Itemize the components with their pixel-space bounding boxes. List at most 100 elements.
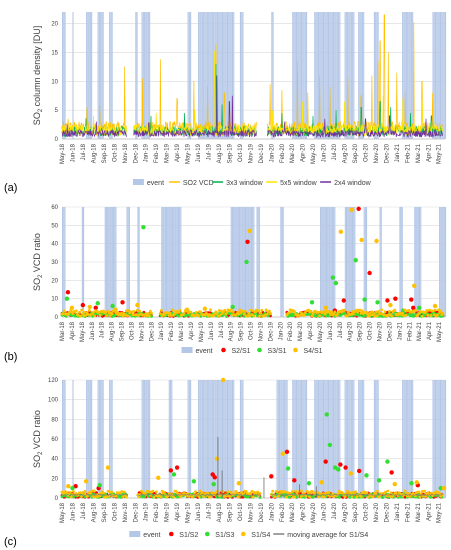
data-point	[353, 257, 358, 263]
x-tick-label: Oct-19	[249, 321, 255, 340]
y-tick-label: 30	[51, 260, 58, 266]
data-point	[110, 490, 113, 494]
event-bands	[62, 12, 447, 139]
legend-label: 5x5 window	[280, 180, 318, 187]
data-point	[388, 309, 391, 313]
event-band	[87, 380, 89, 498]
data-point	[359, 495, 363, 498]
data-point	[269, 474, 274, 479]
event-band	[445, 12, 447, 139]
data-point	[403, 308, 407, 312]
event-band	[231, 207, 233, 317]
event-band	[145, 12, 147, 139]
event-band	[230, 380, 232, 498]
data-point	[173, 312, 176, 316]
event-band	[215, 380, 217, 498]
event-band	[404, 380, 406, 498]
data-point	[329, 312, 332, 316]
data-point	[389, 470, 394, 475]
event-band	[237, 207, 239, 317]
event-band	[433, 12, 435, 139]
event-band	[198, 12, 200, 139]
data-point	[229, 490, 233, 494]
x-tick-label: Feb-21	[405, 143, 411, 163]
x-tick-label: Dec-19	[259, 502, 265, 522]
event-band	[344, 207, 346, 317]
x-tick-label: Jan-19	[144, 143, 150, 162]
event-band	[224, 380, 226, 498]
y-tick-label: 10	[51, 79, 58, 85]
event-band	[149, 12, 151, 139]
data-point	[264, 308, 268, 312]
event-band	[248, 207, 250, 317]
event-band	[109, 207, 111, 317]
data-point	[219, 309, 223, 313]
event-band	[407, 380, 409, 498]
data-point	[330, 275, 336, 280]
x-tick-label: Sep-20	[353, 143, 359, 163]
event-band	[445, 207, 447, 317]
x-tick-label: Aug-19	[229, 321, 235, 341]
event-band	[376, 12, 378, 139]
event-band	[349, 207, 351, 317]
data-point	[346, 310, 350, 314]
data-point	[78, 310, 81, 314]
event-band	[242, 380, 244, 498]
x-tick-label: Jul-20	[338, 321, 344, 338]
data-point	[207, 313, 211, 316]
event-band	[214, 380, 216, 498]
data-point	[298, 313, 302, 317]
event-band	[62, 380, 64, 498]
event-band	[97, 12, 99, 139]
legend-label: S4/S1	[304, 348, 323, 355]
event-band	[203, 12, 205, 139]
data-point	[364, 473, 369, 478]
data-point	[163, 490, 166, 494]
data-point	[90, 489, 94, 493]
event-band	[236, 207, 238, 317]
event-band	[350, 207, 352, 317]
event-band	[242, 12, 244, 139]
event-band	[285, 380, 287, 498]
data-point	[171, 472, 177, 477]
event-band	[360, 12, 362, 139]
data-point	[197, 314, 200, 318]
event-band	[206, 12, 208, 139]
event-band	[379, 207, 381, 317]
event-band	[415, 207, 417, 317]
data-point	[92, 489, 96, 493]
data-point	[306, 491, 310, 494]
data-point	[137, 495, 141, 498]
event-band	[301, 380, 303, 498]
event-band	[219, 12, 221, 139]
event-band	[350, 380, 352, 498]
event-band	[350, 12, 352, 139]
event-band	[344, 12, 346, 139]
data-point	[174, 465, 180, 470]
data-point	[80, 302, 86, 308]
data-point	[385, 298, 390, 303]
event-band	[241, 380, 243, 498]
data-point	[372, 312, 376, 316]
x-tick-label: May-20	[311, 143, 317, 164]
event-band	[319, 380, 321, 498]
legend-swatch-marker	[293, 347, 298, 353]
event-band	[301, 12, 303, 139]
event-band	[412, 12, 414, 139]
legend-swatch-marker	[241, 531, 246, 537]
event-band	[64, 207, 66, 317]
x-tick-label: May-21	[437, 321, 443, 342]
data-point	[249, 308, 253, 312]
event-band	[299, 380, 301, 498]
event-band	[203, 380, 205, 498]
data-point	[368, 311, 372, 315]
event-band	[302, 380, 304, 498]
data-point	[417, 312, 421, 316]
moving-average-line	[61, 493, 443, 497]
x-tick-label: Sep-19	[227, 143, 233, 163]
data-point	[439, 309, 443, 313]
event-band	[177, 207, 179, 317]
legend-label: S3/S1	[268, 348, 287, 355]
legend-swatch-event	[132, 179, 144, 185]
